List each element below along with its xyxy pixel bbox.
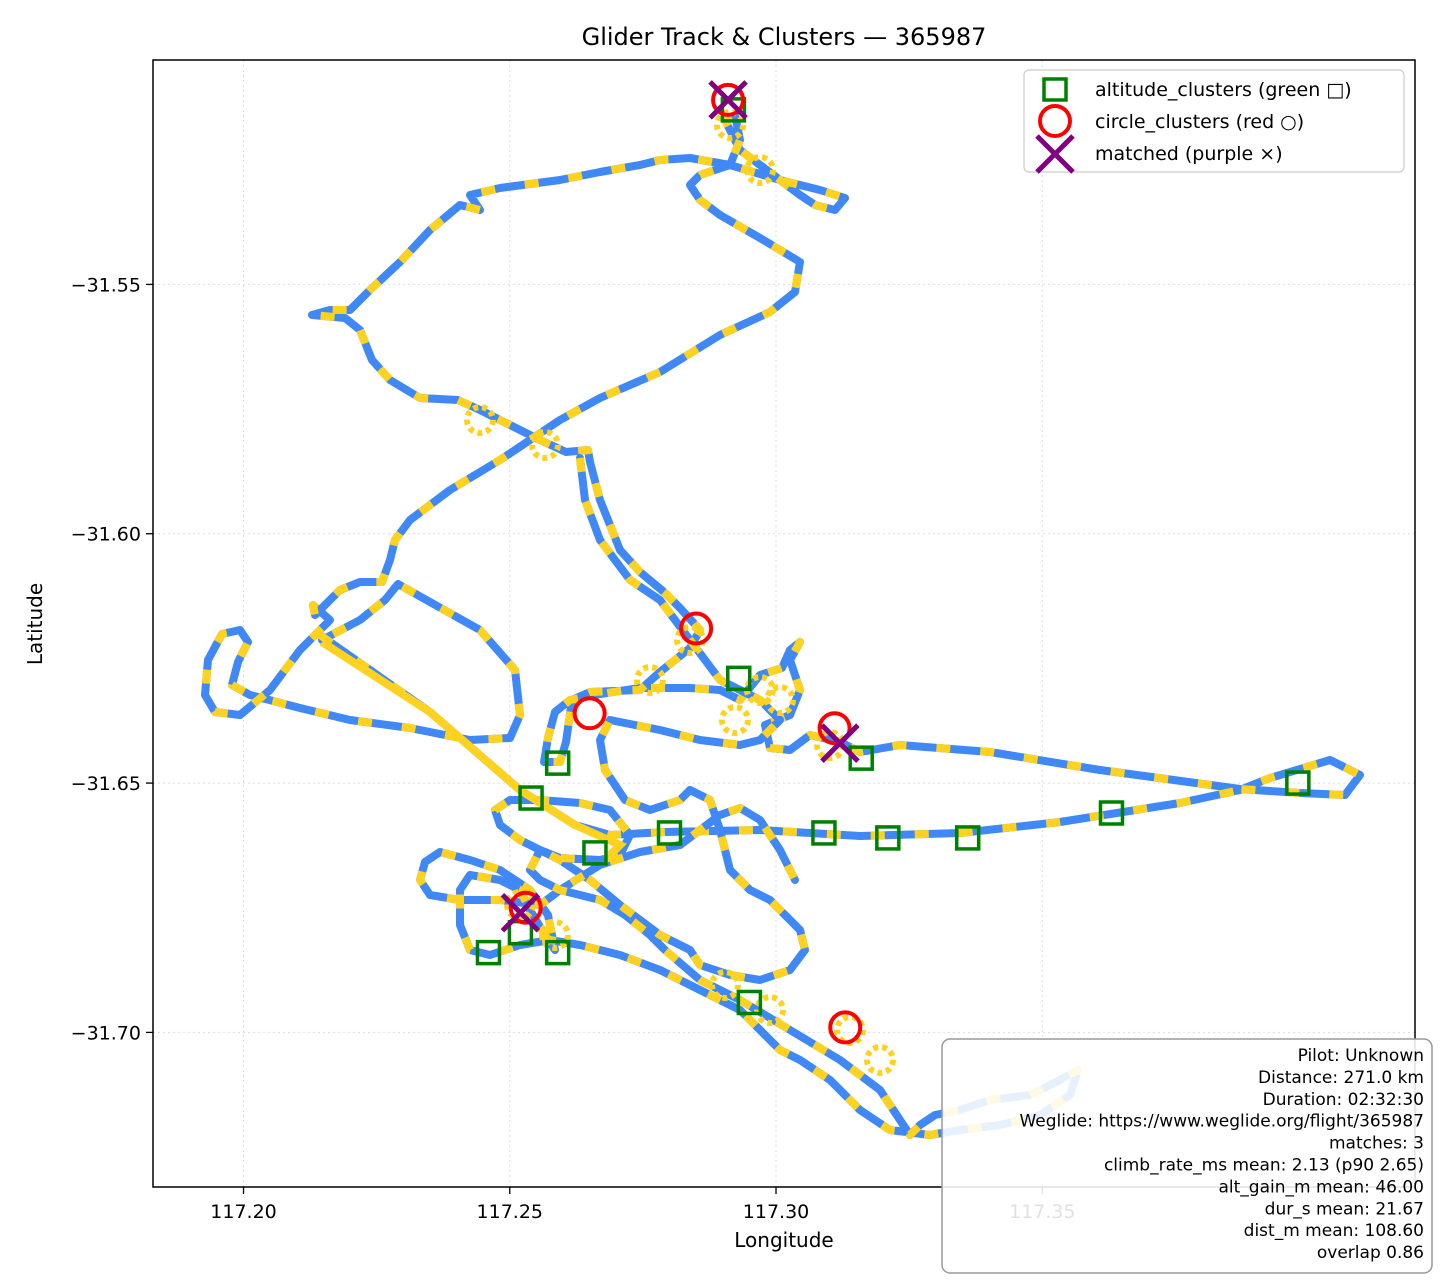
y-axis-label: Latitude <box>23 583 47 665</box>
y-tick-label: −31.55 <box>71 274 141 296</box>
circle-cluster-marker <box>679 611 714 646</box>
altitude-cluster-marker <box>954 825 981 851</box>
altitude-cluster-marker <box>720 97 747 123</box>
altitude-cluster-marker <box>518 785 544 811</box>
legend-entry-matched: matched (purple ×) <box>1095 143 1283 165</box>
info-line: dist_m mean: 108.60 <box>1244 1221 1424 1241</box>
altitude-cluster-marker <box>1098 800 1125 826</box>
legend: altitude_clusters (green □) circle_clust… <box>1023 69 1405 174</box>
thermal-blob <box>464 404 496 436</box>
info-line: Distance: 271.0 km <box>1258 1068 1424 1088</box>
y-tick-label: −31.60 <box>71 524 141 546</box>
glider-track <box>201 109 1364 1139</box>
matched-marker <box>500 892 541 933</box>
track-segment-north-climb <box>201 111 1364 840</box>
legend-entry-altitude-clusters: altitude_clusters (green □) <box>1095 79 1352 101</box>
thermal-blob <box>709 969 741 1001</box>
altitude-cluster-marker <box>811 820 837 846</box>
thermal-blob <box>539 919 571 951</box>
legend-entry-circle-clusters: circle_clusters (red ○) <box>1095 111 1304 133</box>
plot-frame <box>152 59 1416 1188</box>
track-segment-south-climb <box>416 457 1082 1139</box>
altitude-cluster-marker <box>848 745 874 771</box>
legend-square-icon <box>1042 77 1068 102</box>
y-tick-label: −31.70 <box>71 1022 141 1044</box>
matched-marker <box>708 80 748 120</box>
x-axis-label: Longitude <box>734 1228 833 1252</box>
matched-marker <box>820 723 860 763</box>
thermal-blob <box>764 684 796 716</box>
legend-x-icon <box>1035 134 1075 174</box>
thermal-blob <box>754 994 786 1026</box>
circle-cluster-marker <box>828 1010 863 1045</box>
info-line: climb_rate_ms mean: 2.13 (p90 2.65) <box>1104 1156 1424 1176</box>
thermal-blob <box>634 664 666 696</box>
x-tick-label: 117.25 <box>477 1201 543 1223</box>
y-axis: −31.55 −31.60 −31.65 −31.70 <box>71 274 153 1044</box>
legend-frame <box>1023 69 1405 173</box>
y-tick-label: −31.65 <box>71 773 141 795</box>
circle-cluster-marker <box>572 696 607 731</box>
chart-title: Glider Track & Clusters — 365987 <box>582 23 987 51</box>
info-line: dur_s mean: 21.67 <box>1265 1199 1424 1219</box>
x-tick-label: 117.20 <box>210 1201 276 1223</box>
altitude-cluster-marker <box>544 750 571 776</box>
thermal-blob <box>719 704 751 736</box>
info-line: matches: 3 <box>1329 1134 1424 1154</box>
altitude-cluster-marker <box>544 939 571 966</box>
altitude-cluster-marker <box>875 825 901 851</box>
info-line: overlap 0.86 <box>1317 1243 1424 1263</box>
info-line: alt_gain_m mean: 46.00 <box>1219 1177 1425 1197</box>
cluster-markers <box>475 80 1311 1045</box>
thermal-blob <box>864 1044 896 1076</box>
info-line: Weglide: https://www.weglide.org/flight/… <box>1019 1112 1424 1132</box>
thermal-blob <box>504 889 536 921</box>
info-box-frame <box>941 1038 1433 1274</box>
x-tick-label: 117.30 <box>743 1201 809 1223</box>
circle-cluster-marker <box>711 82 746 117</box>
altitude-cluster-marker <box>725 665 752 692</box>
grid <box>153 60 1415 1187</box>
thermal-blob <box>529 429 561 461</box>
circle-cluster-marker <box>508 890 543 925</box>
altitude-cluster-marker <box>656 820 683 846</box>
track-segment-north-glide <box>201 111 1364 840</box>
track-climb-diagonal <box>319 638 627 858</box>
altitude-cluster-marker <box>1285 770 1311 796</box>
altitude-cluster-marker <box>475 939 502 966</box>
thermal-blob <box>744 154 776 186</box>
thermal-blob <box>714 109 746 141</box>
circle-cluster-marker <box>817 711 852 746</box>
info-line: Pilot: Unknown <box>1298 1046 1424 1066</box>
altitude-cluster-marker <box>582 840 608 866</box>
altitude-cluster-marker <box>736 989 763 1016</box>
info-line: Duration: 02:32:30 <box>1263 1090 1424 1110</box>
legend-circle-icon <box>1038 104 1072 138</box>
